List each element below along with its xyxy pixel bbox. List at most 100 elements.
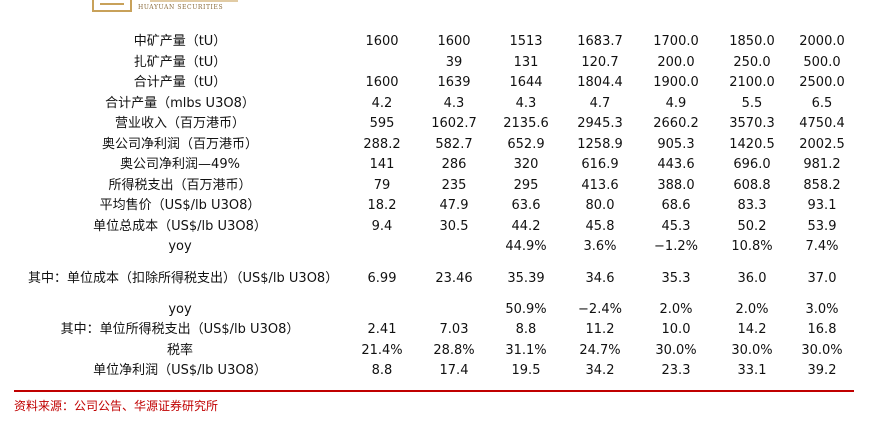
table-row: 扎矿产量（tU） 39 131 120.7 200.0 250.0 500.0 — [14, 53, 854, 74]
table-cell: 413.6 — [581, 177, 619, 193]
row-label: 扎矿产量（tU） — [133, 54, 227, 70]
company-logo: HUAYUAN SECURITIES — [92, 0, 223, 16]
table-cell: 388.0 — [657, 177, 695, 193]
table-cell: −1.2% — [654, 239, 698, 254]
table-cell: 2.41 — [367, 322, 397, 337]
table-cell: 16.8 — [807, 322, 837, 337]
row-label: 其中：单位成本（扣除所得税支出）（US$/lb U3O8） — [28, 271, 339, 286]
table-cell: 36.0 — [737, 271, 767, 286]
table-row: yoy 44.9% 3.6% −1.2% 10.8% 7.4% — [14, 237, 854, 258]
table-row: 合计产量（mlbs U3O8） 4.2 4.3 4.3 4.7 4.9 5.5 6.5 — [14, 94, 854, 115]
table-cell: 981.2 — [803, 157, 841, 172]
financial-table: 中矿产量（tU） 1600 1600 1513 1683.7 1700.0 1850.0 20… — [14, 32, 854, 382]
table-cell: 652.9 — [507, 136, 545, 152]
table-row: 营业收入（百万港币） 595 1602.7 2135.6 2945.3 2660.2 357… — [14, 114, 854, 135]
table-cell: 10.0 — [661, 322, 691, 337]
table-cell: 250.0 — [733, 54, 771, 70]
table-cell: 24.7% — [579, 342, 621, 358]
table-cell: 45.3 — [661, 218, 691, 234]
row-label: 合计产量（mlbs U3O8） — [105, 95, 255, 111]
table-cell: 1644 — [509, 75, 543, 90]
row-label: 平均售价（US$/lb U3O8） — [99, 198, 261, 213]
logo-subtitle: HUAYUAN SECURITIES — [138, 4, 224, 11]
table-cell: 1600 — [437, 34, 471, 49]
table-cell: 31.1% — [505, 342, 547, 358]
table-cell: 79 — [373, 177, 391, 193]
table-cell: 4.3 — [443, 95, 465, 111]
table-cell: 93.1 — [807, 198, 837, 213]
table-cell: 320 — [513, 157, 539, 172]
table-cell: 2100.0 — [729, 75, 775, 90]
table-cell: 44.9% — [505, 239, 547, 254]
table-cell: 4.2 — [371, 95, 393, 111]
table-cell: 1639 — [437, 75, 471, 90]
table-cell: 4750.4 — [799, 116, 845, 131]
table-cell: 8.8 — [371, 363, 393, 378]
table-cell: 80.0 — [585, 198, 615, 213]
table-cell: 858.2 — [803, 177, 841, 193]
row-label: 营业收入（百万港币） — [114, 116, 245, 131]
table-cell: 2660.2 — [653, 116, 699, 131]
table-cell: 30.0% — [655, 342, 697, 358]
table-row: 奥公司净利润—49% 141 286 320 616.9 443.6 696.0 981.2 — [14, 155, 854, 176]
table-cell: 30.5 — [439, 218, 469, 234]
table-cell: 1900.0 — [653, 75, 699, 90]
table-cell: 4.3 — [515, 95, 537, 111]
table-row: 单位净利润（US$/lb U3O8） 8.8 17.4 19.5 34.2 23.3 33.… — [14, 361, 854, 382]
table-cell: 3.0% — [805, 301, 839, 317]
table-cell: 14.2 — [737, 322, 767, 337]
table-cell: 30.0% — [801, 342, 843, 358]
table-cell: 1600 — [365, 75, 399, 90]
table-cell: 2002.5 — [799, 136, 845, 152]
row-label: 单位净利润（US$/lb U3O8） — [93, 363, 267, 378]
table-cell: 595 — [369, 116, 395, 131]
table-row: 所得税支出（百万港币） 79 235 295 413.6 388.0 608.8 858.2 — [14, 176, 854, 197]
row-label: 奥公司净利润—49% — [120, 157, 240, 172]
table-cell: 696.0 — [733, 157, 771, 172]
table-cell: 2.0% — [659, 301, 693, 317]
table-cell: 120.7 — [581, 54, 619, 70]
table-cell: 23.46 — [435, 271, 473, 286]
table-cell: 39 — [445, 54, 463, 70]
row-label: yoy — [168, 239, 192, 254]
table-row: 其中：单位所得税支出（US$/lb U3O8） 2.41 7.03 8.8 11.2 10… — [14, 320, 854, 341]
table-cell — [418, 237, 490, 258]
table-cell: 4.7 — [589, 95, 611, 111]
table-cell: 23.3 — [661, 363, 691, 378]
table-cell: 4.9 — [665, 95, 687, 111]
table-cell: 1258.9 — [577, 136, 623, 152]
table-cell: 7.4% — [805, 239, 839, 254]
table-cell: 63.6 — [511, 198, 541, 213]
table-cell: 3.6% — [583, 239, 617, 254]
table-cell: 35.39 — [507, 271, 545, 286]
table-cell: 6.99 — [367, 271, 397, 286]
table-cell: 11.2 — [585, 322, 615, 337]
table-cell: 235 — [441, 177, 467, 193]
table-cell: 2945.3 — [577, 116, 623, 131]
logo-wordmark — [150, 0, 238, 2]
row-label: yoy — [168, 301, 192, 317]
row-label: 所得税支出（百万港币） — [108, 177, 252, 193]
table-cell: 34.2 — [585, 363, 615, 378]
table-cell: 1513 — [509, 34, 543, 49]
table-cell: 200.0 — [657, 54, 695, 70]
row-label: 中矿产量（tU） — [133, 34, 227, 49]
table-cell: 1602.7 — [431, 116, 477, 131]
table-cell: 2135.6 — [503, 116, 549, 131]
row-label: 单位总成本（US$/lb U3O8） — [93, 218, 267, 234]
table-cell: 1850.0 — [729, 34, 775, 49]
table-cell: 9.4 — [371, 218, 393, 234]
table-cell: 47.9 — [439, 198, 469, 213]
table-cell: 288.2 — [363, 136, 401, 152]
table-cell: 30.0% — [731, 342, 773, 358]
table-cell: 295 — [513, 177, 539, 193]
source-note: 资料来源：公司公告、华源证券研究所 — [14, 399, 219, 413]
table-cell: 608.8 — [733, 177, 771, 193]
table-cell: 905.3 — [657, 136, 695, 152]
table-cell: 582.7 — [435, 136, 473, 152]
table-cell: 2.0% — [735, 301, 769, 317]
table-cell: 5.5 — [741, 95, 763, 111]
table-cell: −2.4% — [578, 301, 622, 317]
table-cell: 2000.0 — [799, 34, 845, 49]
table-cell: 1804.4 — [577, 75, 623, 90]
